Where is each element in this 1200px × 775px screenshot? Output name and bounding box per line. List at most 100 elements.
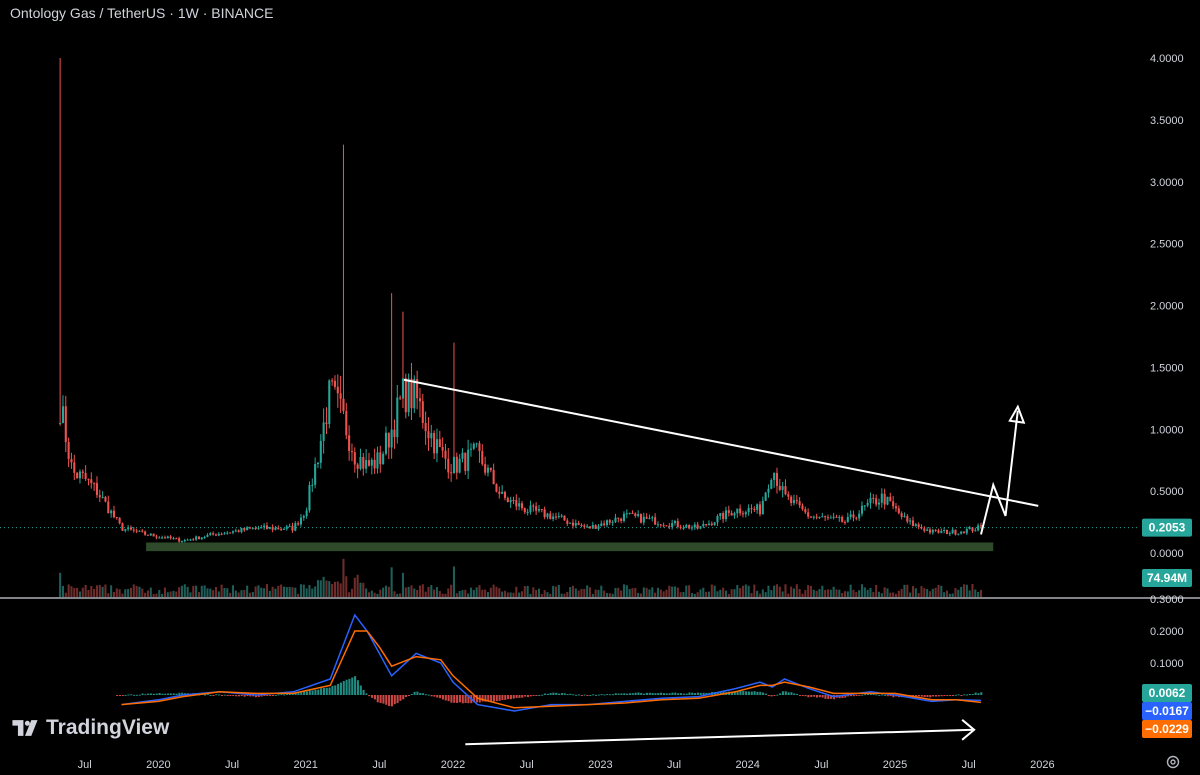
candle-body[interactable] — [299, 517, 303, 525]
candle-body[interactable] — [540, 509, 543, 511]
candle-body[interactable] — [529, 505, 532, 512]
candle-body[interactable] — [492, 470, 495, 485]
candle-body[interactable] — [875, 498, 878, 505]
candle-body[interactable] — [294, 523, 297, 531]
candle-body[interactable] — [787, 494, 790, 497]
candle-body[interactable] — [586, 526, 589, 528]
candle-body[interactable] — [645, 516, 648, 519]
candle-body[interactable] — [943, 529, 946, 532]
macd-pane[interactable] — [116, 613, 983, 712]
candle-body[interactable] — [931, 529, 934, 533]
candle-body[interactable] — [900, 513, 903, 517]
candle-body[interactable] — [138, 530, 141, 532]
candle-body[interactable] — [314, 464, 317, 485]
candle-body[interactable] — [852, 514, 855, 518]
candle-body[interactable] — [532, 505, 535, 507]
candle-body[interactable] — [948, 532, 951, 534]
candle-body[interactable] — [379, 452, 382, 465]
candle-body[interactable] — [435, 439, 439, 454]
candle-body[interactable] — [325, 422, 328, 425]
candle-body[interactable] — [410, 378, 413, 409]
candle-body[interactable] — [84, 473, 87, 479]
candle-body[interactable] — [132, 529, 135, 531]
candle-body[interactable] — [311, 484, 314, 486]
candle-body[interactable] — [254, 527, 257, 529]
candle-body[interactable] — [158, 537, 161, 539]
candle-body[interactable] — [937, 530, 940, 533]
candle-body[interactable] — [826, 517, 830, 519]
candle-body[interactable] — [124, 529, 127, 531]
candle-body[interactable] — [574, 522, 577, 526]
candle-body[interactable] — [416, 379, 419, 399]
candle-body[interactable] — [685, 525, 688, 528]
candle-body[interactable] — [639, 514, 643, 523]
candle-body[interactable] — [588, 526, 592, 529]
candle-body[interactable] — [892, 501, 895, 507]
candle-body[interactable] — [724, 510, 728, 520]
candle-body[interactable] — [240, 527, 243, 533]
candle-body[interactable] — [243, 527, 246, 531]
candle-body[interactable] — [370, 459, 373, 466]
candle-body[interactable] — [141, 530, 144, 532]
candle-body[interactable] — [472, 443, 475, 449]
candle-body[interactable] — [234, 530, 237, 532]
candle-body[interactable] — [274, 527, 277, 530]
candle-body[interactable] — [87, 478, 90, 480]
candle-body[interactable] — [78, 471, 81, 479]
candle-body[interactable] — [118, 517, 121, 524]
candle-body[interactable] — [427, 431, 430, 439]
candle-body[interactable] — [268, 526, 271, 529]
candle-body[interactable] — [648, 518, 651, 520]
candle-body[interactable] — [469, 448, 473, 450]
candle-body[interactable] — [441, 447, 444, 451]
candle-body[interactable] — [186, 539, 189, 541]
candle-body[interactable] — [328, 380, 331, 425]
candle-body[interactable] — [795, 500, 798, 502]
candle-body[interactable] — [792, 500, 796, 504]
candle-body[interactable] — [336, 386, 339, 394]
candle-body[interactable] — [688, 525, 691, 529]
candle-body[interactable] — [654, 517, 657, 525]
candle-body[interactable] — [73, 462, 76, 473]
candle-body[interactable] — [396, 397, 399, 438]
candle-body[interactable] — [458, 458, 461, 473]
candle-body[interactable] — [478, 443, 481, 451]
candle-body[interactable] — [911, 520, 915, 526]
candle-body[interactable] — [523, 508, 526, 513]
candle-body[interactable] — [676, 521, 679, 527]
candle-body[interactable] — [67, 442, 70, 459]
candle-body[interactable] — [906, 516, 909, 522]
candle-body[interactable] — [580, 524, 583, 526]
candle-body[interactable] — [569, 522, 572, 524]
candle-body[interactable] — [146, 534, 149, 536]
candle-body[interactable] — [920, 527, 923, 529]
candle-body[interactable] — [135, 530, 138, 532]
candle-body[interactable] — [373, 459, 376, 469]
candle-body[interactable] — [971, 527, 974, 532]
candle-body[interactable] — [914, 524, 917, 526]
candle-body[interactable] — [778, 485, 781, 490]
candle-body[interactable] — [112, 510, 115, 518]
candle-body[interactable] — [175, 538, 178, 540]
candle-body[interactable] — [702, 524, 705, 527]
candle-body[interactable] — [620, 518, 623, 521]
candle-body[interactable] — [591, 525, 594, 529]
candle-body[interactable] — [339, 393, 342, 399]
candle-body[interactable] — [872, 497, 875, 499]
candle-body[interactable] — [801, 505, 804, 510]
candle-body[interactable] — [909, 520, 912, 522]
candle-body[interactable] — [869, 497, 872, 503]
candle-body[interactable] — [59, 423, 62, 425]
candle-body[interactable] — [512, 500, 515, 502]
candle-body[interactable] — [957, 533, 960, 535]
candle-body[interactable] — [537, 509, 541, 511]
candle-body[interactable] — [518, 503, 521, 507]
candle-body[interactable] — [308, 485, 311, 511]
candle-body[interactable] — [486, 467, 490, 473]
candle-body[interactable] — [767, 488, 770, 493]
candle-body[interactable] — [693, 524, 696, 528]
candle-body[interactable] — [345, 411, 348, 436]
candle-body[interactable] — [203, 536, 206, 538]
candle-body[interactable] — [843, 521, 847, 523]
candle-body[interactable] — [597, 526, 600, 529]
